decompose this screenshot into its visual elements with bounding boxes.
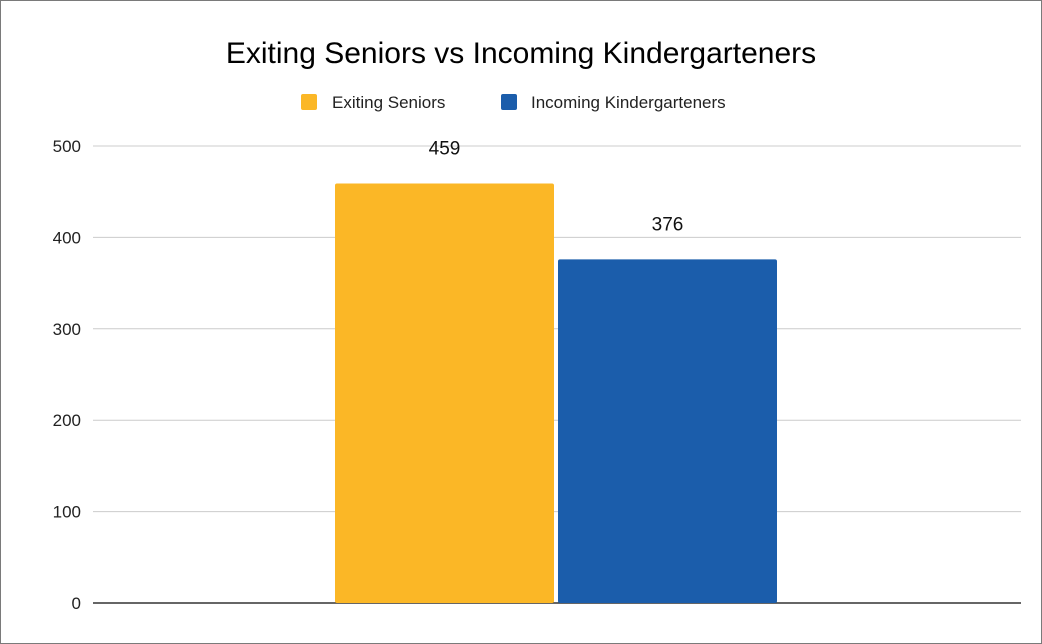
chart-title: Exiting Seniors vs Incoming Kindergarten… xyxy=(226,37,816,70)
y-tick-label-400: 400 xyxy=(53,228,81,247)
gridlines xyxy=(93,145,1021,604)
y-tick-label-200: 200 xyxy=(53,411,81,430)
legend-swatch-exiting-seniors xyxy=(301,94,317,110)
chart-legend: Exiting Seniors Incoming Kindergarteners xyxy=(301,93,726,112)
data-label-exiting-seniors: 459 xyxy=(429,138,461,159)
legend-label-exiting-seniors: Exiting Seniors xyxy=(332,93,445,112)
data-labels: 459 376 xyxy=(429,138,684,235)
bars xyxy=(335,183,777,603)
y-tick-label-300: 300 xyxy=(53,320,81,339)
y-tick-label-500: 500 xyxy=(53,137,81,156)
legend-label-incoming-kindergarteners: Incoming Kindergarteners xyxy=(531,93,726,112)
bar-incoming-kindergarteners xyxy=(558,259,777,603)
y-axis-ticks: 0 100 200 300 400 500 xyxy=(53,137,81,613)
y-tick-label-0: 0 xyxy=(72,594,81,613)
bar-exiting-seniors xyxy=(335,183,554,603)
legend-swatch-incoming-kindergarteners xyxy=(501,94,517,110)
data-label-incoming-kindergarteners: 376 xyxy=(652,214,684,235)
y-tick-label-100: 100 xyxy=(53,503,81,522)
